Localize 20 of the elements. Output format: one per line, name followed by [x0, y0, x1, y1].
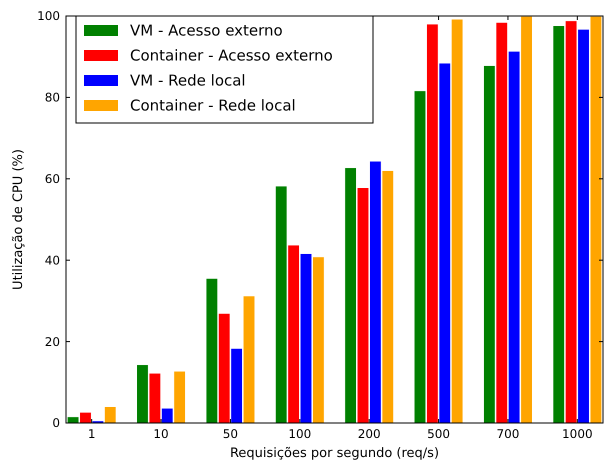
- x-tick-label: 1000: [562, 427, 593, 441]
- y-tick-label: 0: [52, 416, 60, 430]
- legend-label: VM - Acesso externo: [130, 21, 283, 40]
- y-tick-label: 20: [44, 334, 60, 349]
- x-tick-label: 10: [153, 427, 169, 441]
- legend-label: Container - Acesso externo: [130, 46, 333, 64]
- y-tick-label: 40: [44, 253, 60, 268]
- legend-label: VM - Rede local: [130, 71, 246, 90]
- y-axis-title: Utilização de CPU (%): [11, 149, 26, 290]
- x-tick-label: 700: [496, 427, 520, 441]
- x-axis-title: Requisições por segundo (req/s): [230, 446, 440, 461]
- x-tick-label: 1: [88, 427, 96, 441]
- x-tick-label: 200: [358, 427, 381, 441]
- y-tick-label: 60: [44, 172, 60, 186]
- y-tick-label: 80: [44, 90, 60, 105]
- y-tick-label: 100: [37, 9, 60, 24]
- legend-label: Container - Rede local: [130, 96, 296, 114]
- x-tick-label: 100: [288, 427, 312, 441]
- x-tick-label: 50: [222, 427, 238, 441]
- x-tick-label: 500: [427, 427, 450, 441]
